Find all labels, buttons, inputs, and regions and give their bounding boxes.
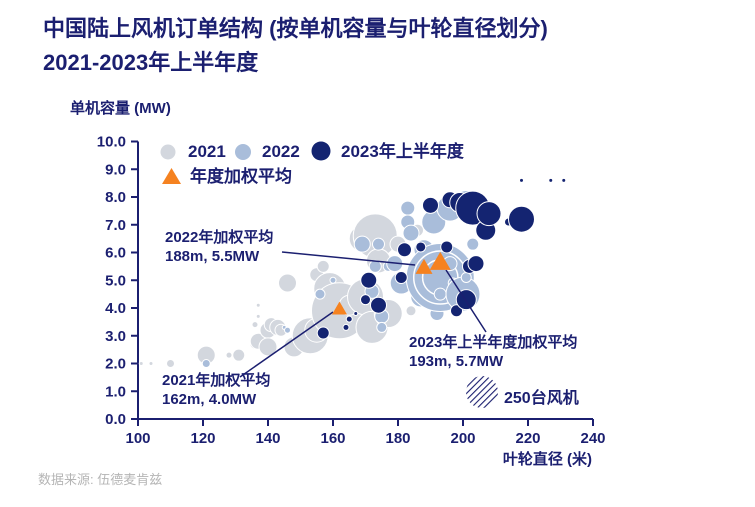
annotation-avg-2023-line1: 2023年上半年度加权平均 — [409, 334, 578, 351]
legend-marker-2023 — [311, 141, 331, 161]
bubble-2022 — [201, 359, 211, 368]
bubble-2023年上半年度 — [415, 241, 427, 253]
x-tick-label: 100 — [125, 430, 150, 447]
bubble-2021 — [225, 351, 233, 359]
bubble-2022 — [329, 276, 337, 284]
bubble-2023年上半年度 — [370, 296, 387, 314]
bubble-2023年上半年度 — [440, 240, 454, 254]
y-tick-label: 5.0 — [105, 272, 126, 289]
bubble-2023年上半年度 — [467, 255, 485, 273]
bubble-2021 — [251, 321, 259, 329]
chart-title-line2: 2021-2023年上半年度 — [43, 50, 259, 75]
annotation-avg-2021: 2021年加权平均 162m, 4.0MW — [162, 371, 270, 409]
size-legend-label: 250台风机 — [504, 390, 579, 407]
source-text: 数据来源: 伍德麦肯兹 — [38, 472, 163, 487]
annotation-leader-line — [445, 269, 487, 333]
legend-marker-2022 — [235, 144, 251, 160]
bubble-2022 — [372, 237, 385, 251]
bubble-2023年上半年度 — [548, 177, 554, 183]
y-tick-label: 9.0 — [105, 161, 126, 178]
bubble-2021 — [258, 337, 278, 357]
bubble-2022 — [376, 321, 388, 333]
bubble-2023年上半年度 — [476, 201, 502, 227]
weighted-average-triangle-2023H1 — [429, 251, 451, 270]
y-tick-label: 10.0 — [97, 134, 126, 151]
chart-title: 中国陆上风机订单结构 (按单机容量与叶轮直径划分) 2021-2023年上半年度 — [43, 12, 683, 80]
bubble-2023年上半年度 — [450, 304, 463, 318]
bubble-2023年上半年度 — [519, 177, 524, 183]
bubble-2023年上半年度 — [422, 196, 439, 214]
bubble-2023年上半年度 — [360, 271, 378, 289]
bubble-2023年上半年度 — [316, 326, 330, 340]
legend-label-2021: 2021 — [188, 142, 226, 161]
bubble-2022 — [284, 326, 291, 334]
bubble-2021 — [255, 313, 261, 319]
bubble-2021 — [255, 302, 261, 308]
x-tick-label: 120 — [190, 430, 215, 447]
annotation-avg-2021-line1: 2021年加权平均 — [162, 372, 271, 389]
y-tick-label: 1.0 — [105, 383, 126, 400]
x-tick-label: 180 — [385, 430, 410, 447]
bubble-2022 — [460, 271, 472, 283]
bubble-2022 — [433, 287, 447, 301]
size-legend-hatched-circle-icon — [466, 376, 498, 408]
y-tick-label: 6.0 — [105, 245, 126, 262]
bubble-2022 — [402, 224, 420, 242]
bubble-2023年上半年度 — [455, 289, 477, 311]
bubble-2023年上半年度 — [561, 177, 567, 183]
legend-label-weighted-average: 年度加权平均 — [190, 167, 292, 186]
bubble-2023年上半年度 — [360, 294, 371, 306]
bubble-2021 — [405, 305, 417, 317]
legend-label-2022: 2022 — [262, 142, 300, 161]
x-tick-label: 240 — [580, 430, 605, 447]
weighted-average-triangle-2021 — [332, 301, 347, 315]
annotation-avg-2022: 2022年加权平均 188m, 5.5MW — [165, 228, 273, 266]
x-tick-label: 160 — [320, 430, 345, 447]
bubble-2023年上半年度 — [353, 311, 359, 317]
x-tick-label: 220 — [515, 430, 540, 447]
y-tick-label: 7.0 — [105, 217, 126, 234]
x-axis-title: 叶轮直径 (米) — [502, 451, 592, 468]
y-tick-label: 4.0 — [105, 300, 126, 317]
bubble-2021 — [232, 348, 246, 362]
legend-label-2023: 2023年上半年度 — [341, 142, 464, 161]
legend-marker-weighted-average-triangle-icon — [162, 168, 181, 184]
bubble-2022 — [466, 237, 480, 251]
bubble-2022 — [314, 288, 326, 300]
bubble-2023年上半年度 — [397, 242, 412, 258]
legend-marker-2021 — [160, 144, 176, 160]
annotation-avg-2023: 2023年上半年度加权平均 193m, 5.7MW — [409, 333, 577, 371]
y-tick-label: 2.0 — [105, 356, 126, 373]
bubble-2023年上半年度 — [345, 315, 353, 323]
annotation-leader-line — [281, 251, 416, 266]
weighted-average-triangle-2022 — [415, 258, 433, 274]
y-tick-label: 8.0 — [105, 189, 126, 206]
bubble-2023年上半年度 — [342, 323, 350, 331]
chart-title-line1: 中国陆上风机订单结构 (按单机容量与叶轮直径划分) — [43, 16, 548, 41]
y-tick-label: 3.0 — [105, 328, 126, 345]
bubble-2023年上半年度 — [394, 270, 408, 284]
bubble-2021 — [138, 361, 144, 366]
bubble-2021 — [278, 273, 297, 293]
bubble-2023年上半年度 — [508, 205, 535, 233]
bubble-2021 — [316, 259, 330, 273]
annotation-avg-2022-line1: 2022年加权平均 — [165, 229, 274, 246]
annotation-avg-2022-line2: 188m, 5.5MW — [165, 248, 260, 265]
y-tick-label: 0.0 — [105, 411, 126, 428]
bubble-2021 — [166, 359, 175, 368]
bubble-2022 — [353, 235, 371, 253]
annotation-avg-2023-line2: 193m, 5.7MW — [409, 353, 504, 370]
x-tick-label: 140 — [255, 430, 280, 447]
bubble-2021 — [148, 361, 154, 366]
bubble-2022 — [400, 200, 416, 216]
x-tick-label: 200 — [450, 430, 475, 447]
annotation-leader-line — [239, 311, 334, 378]
y-axis-title: 单机容量 (MW) — [70, 100, 171, 117]
annotation-avg-2021-line2: 162m, 4.0MW — [162, 391, 257, 408]
